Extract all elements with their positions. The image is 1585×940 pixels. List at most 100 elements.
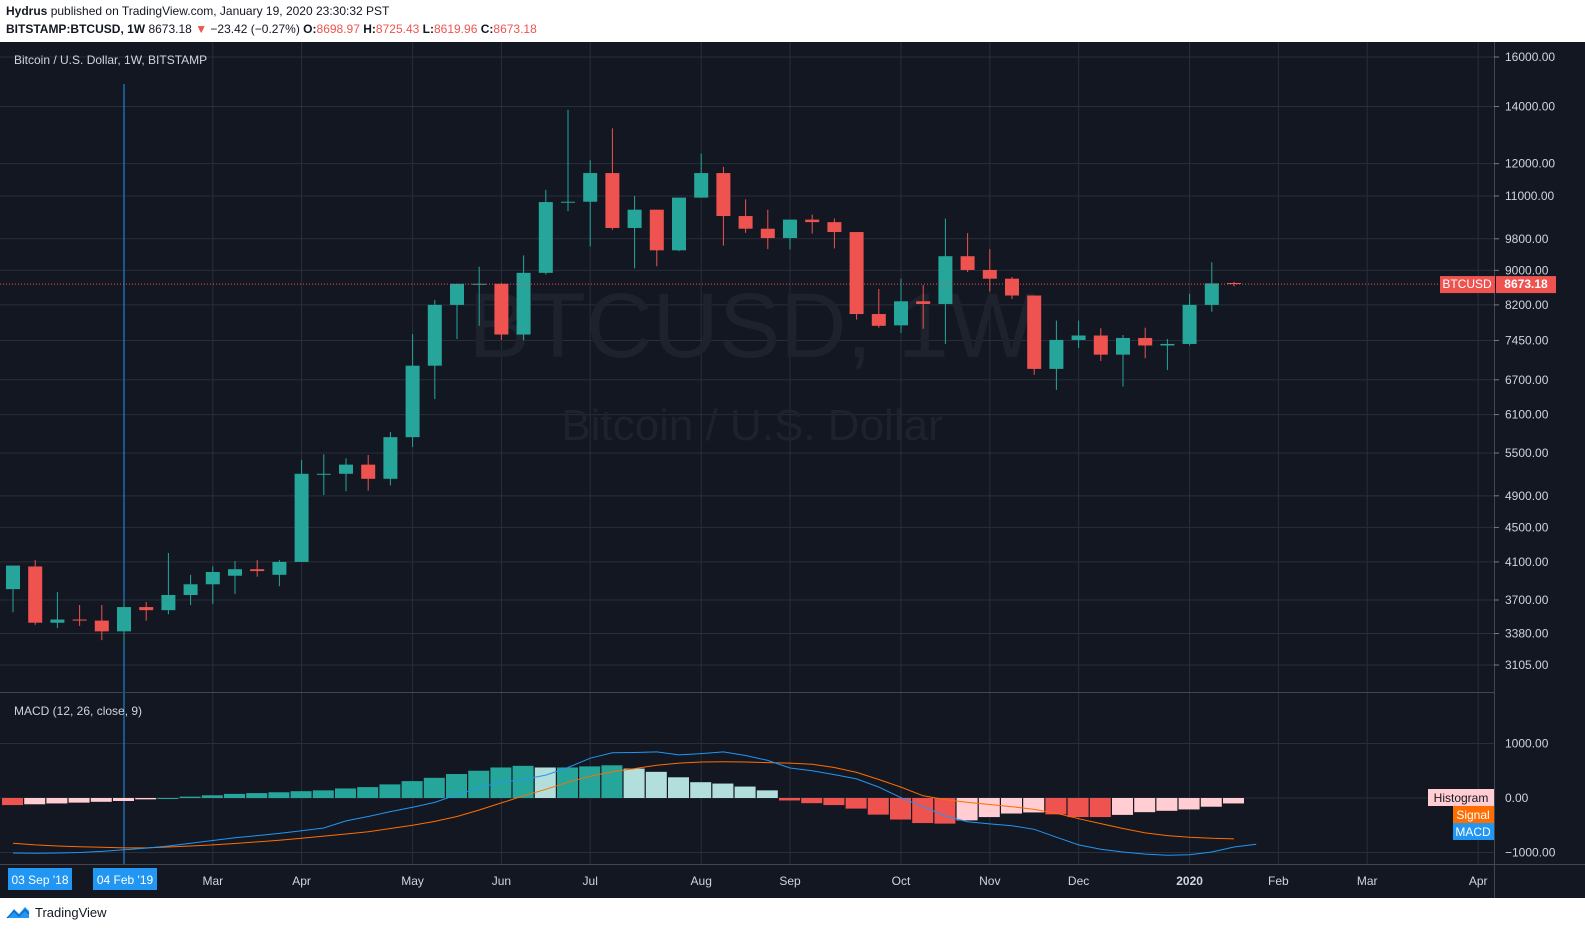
macd-histogram-bar	[623, 768, 645, 798]
legend-histogram-bg	[1428, 789, 1494, 806]
candle-up	[472, 283, 487, 285]
time-tick-label: Nov	[979, 874, 1000, 888]
price-tick-label: 11000.00	[1505, 189, 1554, 203]
candle-up	[405, 365, 420, 438]
macd-histogram-bar	[668, 777, 689, 798]
macd-histogram-bar	[712, 783, 734, 798]
macd-histogram-bar	[1223, 798, 1244, 804]
candle-up	[117, 607, 131, 632]
author-name[interactable]: Hydrus	[6, 4, 48, 18]
last-price-value: 8673.18	[148, 22, 192, 36]
macd-histogram-bar	[645, 771, 667, 798]
candle-up	[316, 473, 331, 475]
chart-panel[interactable]: BTCUSD, 1W Bitcoin / U.S. Dollar 16000.0…	[0, 42, 1585, 898]
candle-up	[694, 173, 709, 198]
time-tick-label: Jun	[492, 874, 511, 888]
time-tick-label: Sep	[779, 874, 801, 888]
macd-histogram-bar	[1178, 798, 1200, 810]
macd-histogram-bar	[934, 798, 956, 824]
macd-histogram-bar	[113, 798, 134, 801]
macd-histogram-bar	[779, 798, 800, 801]
macd-histogram-bar	[423, 777, 445, 798]
candle-up	[516, 272, 531, 335]
candle-up	[183, 584, 198, 596]
price-tick-label: 6700.00	[1505, 373, 1549, 387]
tradingview-logo[interactable]: TradingView	[6, 903, 107, 921]
time-axis[interactable]: Mar Apr May Jun Jul Aug Sep Oct Nov Dec 2020 Feb Mar…	[8, 868, 1488, 890]
macd-histogram-bar	[379, 784, 401, 798]
candle-down	[94, 620, 109, 632]
macd-histogram-bar	[90, 798, 112, 802]
candle-up	[627, 209, 642, 228]
macd-histogram-bar	[290, 791, 312, 798]
candle-up	[161, 595, 176, 611]
candle-up	[1204, 283, 1219, 305]
macd-histogram-bar	[1134, 798, 1156, 813]
candle-up	[339, 464, 353, 474]
low-label: L:	[422, 22, 434, 36]
macd-histogram-bar	[246, 793, 268, 798]
tradingview-logo-icon	[6, 907, 30, 919]
candle-up	[383, 437, 398, 479]
price-tick-label: 16000.00	[1505, 50, 1555, 64]
time-tick-label: Mar	[202, 874, 223, 888]
candle-up	[538, 202, 553, 273]
open-label: O:	[303, 22, 317, 36]
legend-macd-bg	[1453, 823, 1494, 840]
macd-axis[interactable]: 1000.00 0.00 −1000.00	[1505, 737, 1556, 860]
macd-histogram	[2, 765, 1244, 824]
last-price-tag	[1440, 276, 1495, 294]
price-tick-label: 5500.00	[1505, 446, 1549, 460]
candle-up	[1116, 337, 1130, 355]
chart-title: Bitcoin / U.S. Dollar, 1W, BITSTAMP	[14, 53, 207, 67]
price-tick-label: 4100.00	[1505, 555, 1549, 569]
price-tick-label: 6100.00	[1505, 408, 1549, 422]
macd-histogram-bar	[201, 795, 223, 798]
macd-histogram-bar	[2, 798, 23, 806]
candles	[6, 109, 1241, 643]
candle-up	[1049, 339, 1064, 369]
legend-signal-bg	[1453, 806, 1494, 823]
price-axis[interactable]: 16000.00 14000.00 12000.00 11000.00 9800.00 9…	[1494, 50, 1555, 672]
candle-up	[50, 619, 65, 623]
candle-up	[427, 304, 442, 366]
macd-histogram-bar	[579, 766, 601, 798]
time-tick-label: Jul	[583, 874, 598, 888]
macd-histogram-bar	[1156, 798, 1178, 811]
macd-histogram-bar	[845, 798, 867, 809]
time-tick-label: Aug	[691, 874, 712, 888]
candle-up	[938, 256, 953, 304]
macd-histogram-bar	[446, 774, 467, 798]
candle-down	[827, 222, 842, 233]
candle-down	[605, 173, 620, 228]
macd-histogram-bar	[357, 787, 379, 798]
price-tick-label: 3380.00	[1505, 627, 1549, 641]
symbol-label: BITSTAMP:BTCUSD	[6, 22, 121, 36]
macd-histogram-bar	[978, 798, 1000, 818]
time-highlight-label: 04 Feb '19	[97, 873, 154, 887]
time-highlight-label: 03 Sep '18	[11, 873, 68, 887]
macd-tick-label: 1000.00	[1505, 737, 1549, 751]
interval-label: 1W	[127, 22, 146, 36]
macd-histogram-bar	[756, 790, 778, 798]
time-tick-label: May	[401, 874, 424, 888]
last-price-symbol: BTCUSD	[1442, 277, 1492, 291]
chart-canvas[interactable]: BTCUSD, 1W Bitcoin / U.S. Dollar 16000.0…	[0, 42, 1585, 898]
time-tick-label: Mar	[1357, 874, 1378, 888]
price-tick-label: 4900.00	[1505, 489, 1549, 503]
time-tick-label: Oct	[892, 874, 911, 888]
candle-down	[72, 619, 87, 621]
macd-histogram-bar	[157, 798, 179, 799]
candle-up	[450, 283, 464, 305]
macd-histogram-bar	[801, 798, 823, 804]
macd-histogram-bar	[890, 798, 911, 820]
macd-line	[12, 751, 1257, 856]
last-price-badge: BTCUSD 8673.18	[1440, 276, 1556, 294]
watermark-description: Bitcoin / U.S. Dollar	[561, 401, 942, 450]
grid-lines	[0, 42, 1494, 864]
macd-legend: Histogram Signal MACD	[1428, 789, 1494, 840]
candle-up	[672, 197, 686, 251]
candle-down	[871, 314, 886, 326]
candle-down	[849, 232, 864, 315]
macd-histogram-bar	[823, 798, 845, 806]
